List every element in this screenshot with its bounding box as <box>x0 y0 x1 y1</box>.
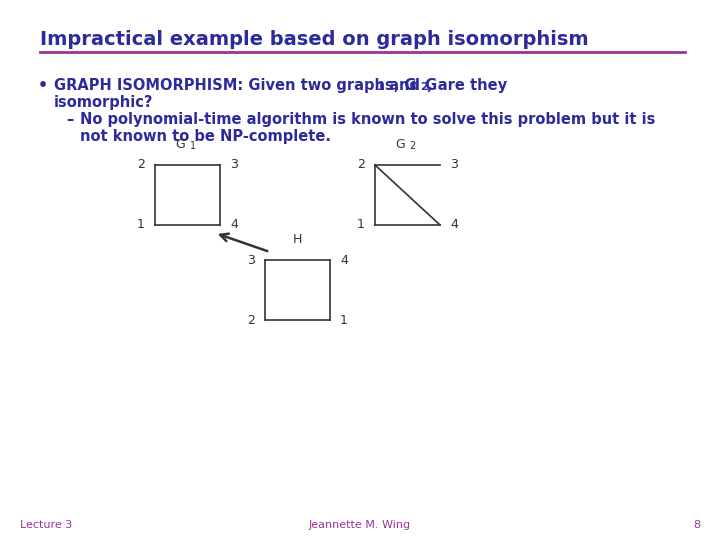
Text: 3: 3 <box>230 159 238 172</box>
Text: Jeannette M. Wing: Jeannette M. Wing <box>309 520 411 530</box>
Text: and G: and G <box>384 78 437 93</box>
Text: , are they: , are they <box>427 78 507 93</box>
Text: •: • <box>38 78 48 93</box>
Text: 4: 4 <box>450 219 458 232</box>
Text: 1: 1 <box>377 82 384 92</box>
Text: –: – <box>66 112 73 127</box>
Text: 1: 1 <box>357 219 365 232</box>
Text: G: G <box>395 138 405 151</box>
Text: 4: 4 <box>230 219 238 232</box>
Text: Lecture 3: Lecture 3 <box>20 520 72 530</box>
Text: 2: 2 <box>247 314 255 327</box>
Text: not known to be NP-complete.: not known to be NP-complete. <box>80 129 331 144</box>
Text: 2: 2 <box>137 159 145 172</box>
Text: 1: 1 <box>340 314 348 327</box>
Text: 3: 3 <box>247 253 255 267</box>
Text: GRAPH ISOMORPHISM: Given two graphs, G: GRAPH ISOMORPHISM: Given two graphs, G <box>54 78 417 93</box>
Text: Impractical example based on graph isomorphism: Impractical example based on graph isomo… <box>40 30 589 49</box>
Text: 2: 2 <box>410 141 415 151</box>
Text: 1: 1 <box>137 219 145 232</box>
Text: 4: 4 <box>340 253 348 267</box>
Text: 8: 8 <box>693 520 700 530</box>
Text: G: G <box>175 138 184 151</box>
Text: 1: 1 <box>189 141 196 151</box>
Text: H: H <box>293 233 302 246</box>
Text: isomorphic?: isomorphic? <box>54 95 153 110</box>
Text: 2: 2 <box>420 82 428 92</box>
Text: 3: 3 <box>450 159 458 172</box>
Text: No polynomial-time algorithm is known to solve this problem but it is: No polynomial-time algorithm is known to… <box>80 112 655 127</box>
Text: 2: 2 <box>357 159 365 172</box>
